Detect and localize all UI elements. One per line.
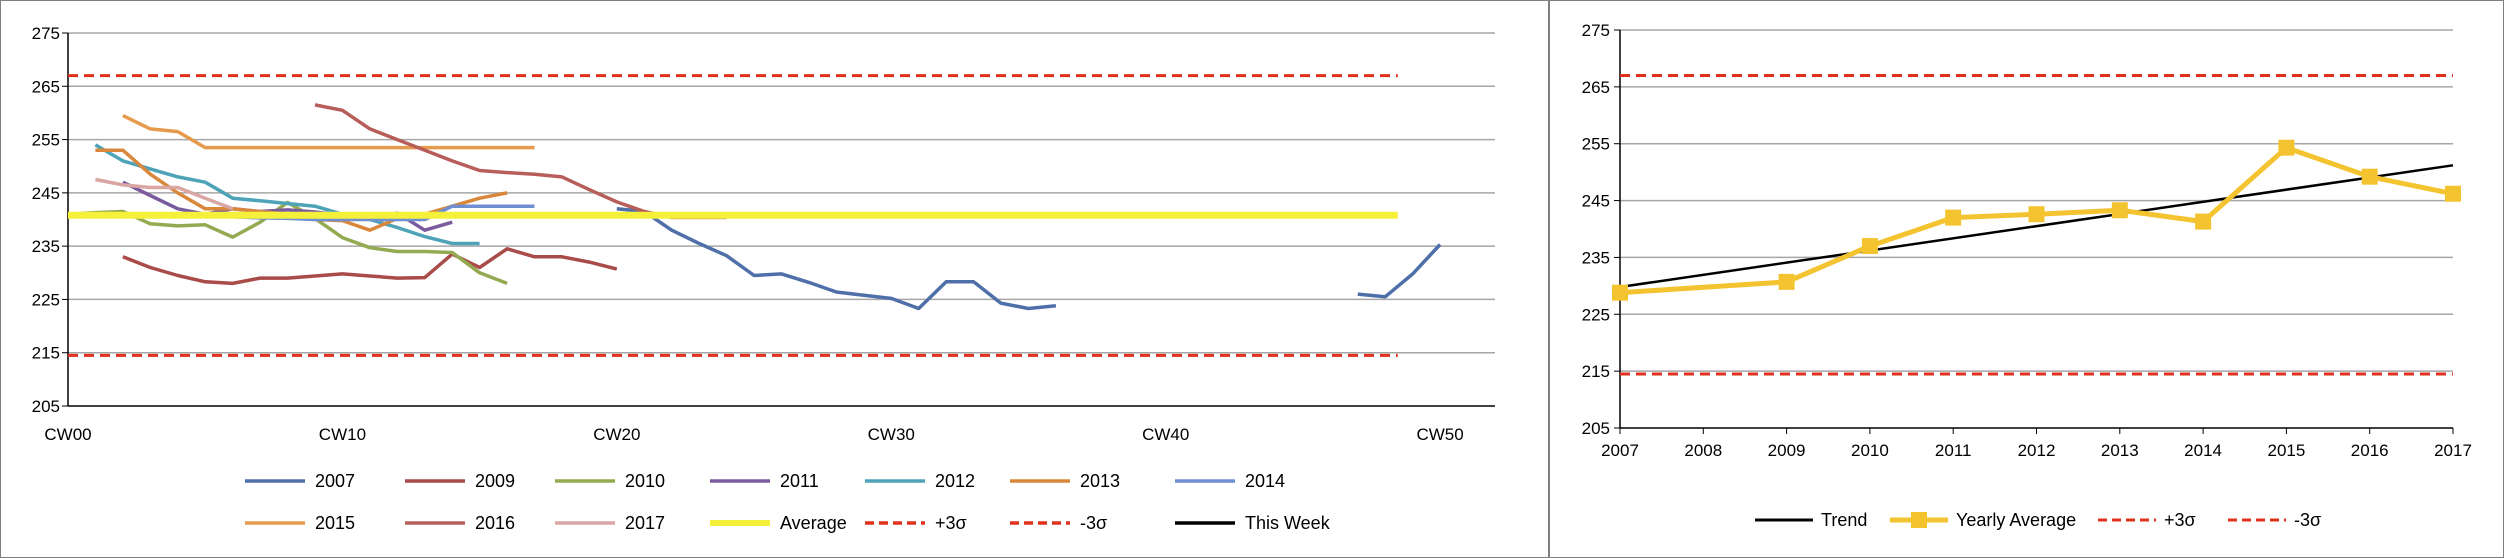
y-tick-label: 205 — [32, 397, 60, 416]
legend-label: 2009 — [475, 471, 515, 491]
y-tick-label: 205 — [1582, 419, 1610, 438]
data-point-marker — [2195, 213, 2212, 230]
x-tick-label: 2011 — [1935, 441, 1972, 460]
y-tick-label: 215 — [32, 344, 60, 363]
legend-label: 2016 — [475, 513, 515, 533]
x-tick-label: CW00 — [44, 425, 91, 444]
series-line — [122, 114, 535, 150]
legend-label: 2013 — [1080, 471, 1120, 491]
legend-label: 2012 — [935, 471, 975, 491]
panel-divider — [1548, 0, 1550, 558]
legend-label: +3σ — [935, 513, 967, 533]
x-tick-label: CW10 — [319, 425, 366, 444]
data-point-marker — [1778, 273, 1795, 290]
legend-label: 2007 — [315, 471, 355, 491]
series-line — [1357, 243, 1442, 299]
legend-label: Yearly Average — [1956, 510, 2076, 530]
data-point-marker — [1612, 284, 1628, 301]
series-line — [95, 177, 234, 211]
data-point-marker — [2028, 206, 2045, 223]
data-point-marker — [1861, 238, 1878, 255]
y-tick-label: 275 — [32, 24, 60, 43]
x-tick-label: 2016 — [2351, 441, 2389, 460]
y-tick-label: 235 — [32, 237, 60, 256]
series-line — [1619, 164, 2454, 289]
y-tick-label: 235 — [1582, 248, 1610, 267]
series-line — [314, 103, 727, 220]
x-tick-label: 2017 — [2434, 441, 2472, 460]
weekly-chart: 205 215 225 235 245 255 265 275 CW00 CW10 CW20 CW30… — [32, 24, 1495, 533]
x-tick-label: 2010 — [1851, 441, 1889, 460]
y-tick-label: 225 — [32, 290, 60, 309]
series-line — [616, 207, 1057, 311]
series-line — [94, 143, 480, 246]
legend-label: Average — [780, 513, 847, 533]
x-tick-label: 2008 — [1684, 441, 1722, 460]
yearly-chart: 205 215 225 235 245 255 265 275 2007 2008 2009 2010… — [1582, 21, 2472, 530]
x-tick-label: CW30 — [868, 425, 915, 444]
legend-label: Trend — [1821, 510, 1867, 530]
x-tick-label: 2014 — [2184, 441, 2222, 460]
y-tick-label: 245 — [1582, 192, 1610, 211]
legend-label: 2010 — [625, 471, 665, 491]
legend-marker — [1911, 512, 1927, 528]
legend-label: 2017 — [625, 513, 665, 533]
x-tick-label: CW20 — [593, 425, 640, 444]
y-tick-label: 215 — [1582, 362, 1610, 381]
data-point-marker — [2361, 168, 2378, 185]
x-tick-label: 2013 — [2101, 441, 2139, 460]
y-tick-label: 255 — [32, 131, 60, 150]
y-tick-label: 265 — [1582, 78, 1610, 97]
y-tick-label: 245 — [32, 184, 60, 203]
x-tick-label: 2007 — [1601, 441, 1639, 460]
y-tick-label: 225 — [1582, 305, 1610, 324]
data-point-marker — [2445, 185, 2461, 202]
y-tick-label: 265 — [32, 77, 60, 96]
legend-label: -3σ — [2294, 510, 2321, 530]
series-line — [1619, 145, 2454, 296]
x-tick-label: 2009 — [1768, 441, 1806, 460]
legend-label: 2014 — [1245, 471, 1285, 491]
series-line — [122, 247, 618, 286]
y-tick-label: 255 — [1582, 135, 1610, 154]
legend-label: +3σ — [2164, 510, 2196, 530]
x-tick-label: CW50 — [1416, 425, 1463, 444]
x-tick-label: CW40 — [1142, 425, 1189, 444]
legend-label: This Week — [1245, 513, 1331, 533]
legend-label: 2015 — [315, 513, 355, 533]
legend-label: 2011 — [780, 471, 819, 491]
y-tick-label: 275 — [1582, 21, 1610, 40]
x-tick-label: 2015 — [2267, 441, 2305, 460]
data-point-marker — [2111, 202, 2128, 219]
x-tick-label: 2012 — [2018, 441, 2056, 460]
legend-label: -3σ — [1080, 513, 1107, 533]
data-point-marker — [2278, 139, 2295, 156]
data-point-marker — [1945, 209, 1962, 226]
